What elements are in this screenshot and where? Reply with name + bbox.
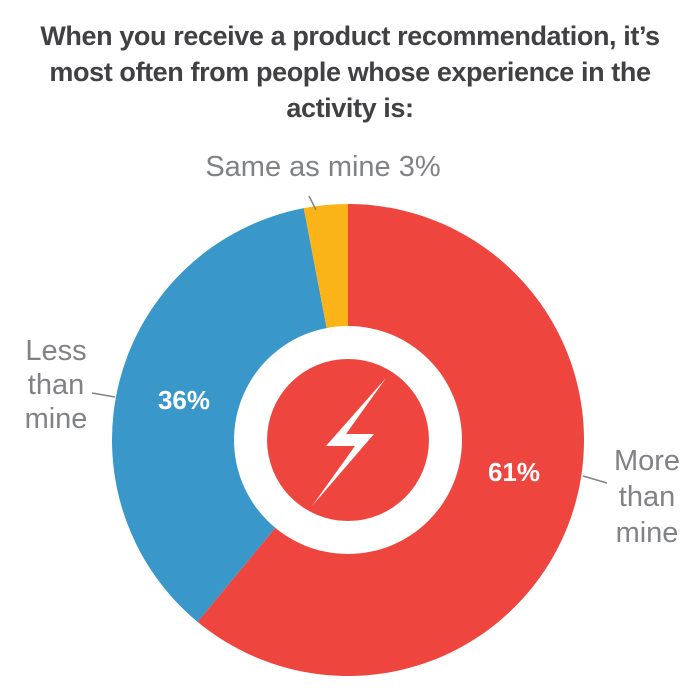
value-label-less-than-mine: 36% [158, 385, 210, 415]
category-label-more-than-mine: More than mine [614, 445, 680, 549]
leader-line-same-as-mine [308, 195, 317, 211]
leader-line-more-than-mine [582, 475, 608, 484]
labels-layer: 61% More than mine 36% Less than mine Same as mi… [25, 151, 680, 549]
pie-slice-less-than-mine [111, 208, 348, 622]
leader-line-less-than-mine [91, 392, 116, 398]
value-label-more-than-mine: 61% [488, 457, 540, 487]
category-label-less-than-mine: Less than mine [25, 335, 88, 435]
lightning-bolt-icon [312, 378, 386, 506]
chart-title: When you receive a product recommendatio… [40, 21, 660, 123]
leader-lines [91, 195, 608, 484]
category-label-same-as-mine: Same as mine 3% [205, 151, 440, 183]
